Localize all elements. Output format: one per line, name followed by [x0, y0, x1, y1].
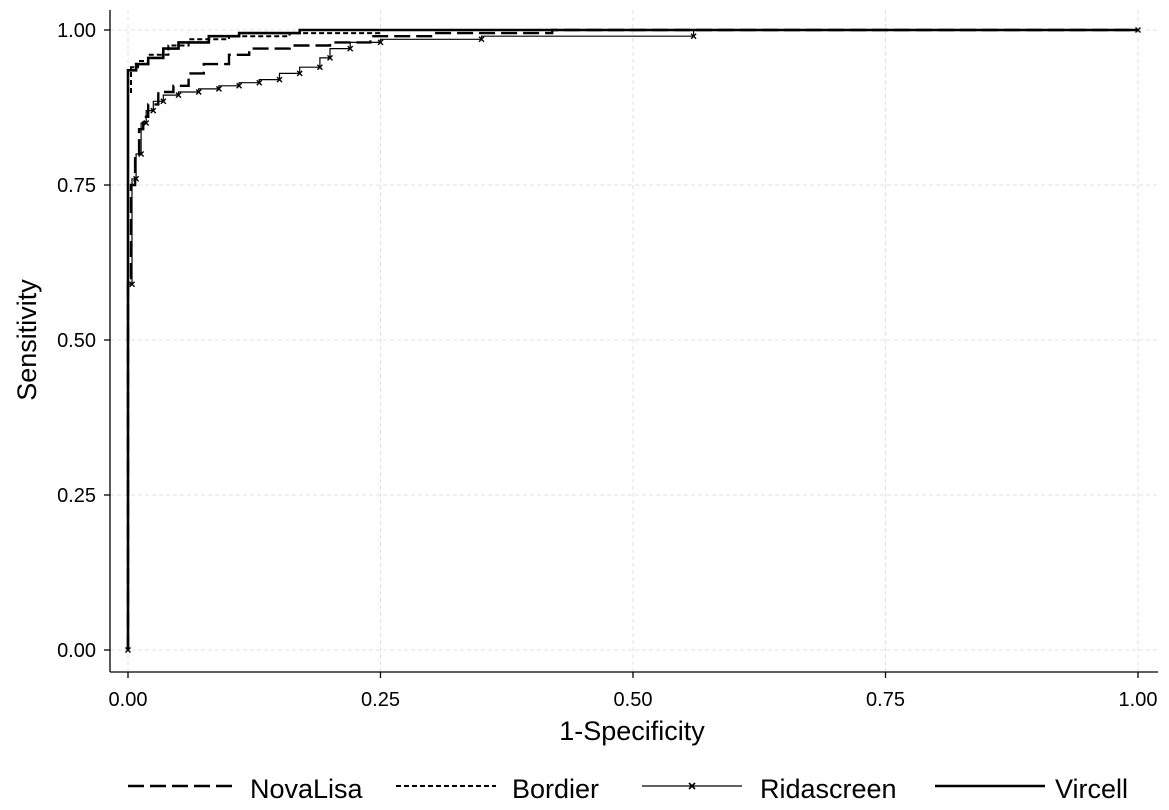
data-point-marker: [160, 98, 167, 105]
data-point-marker: [276, 76, 283, 83]
data-point-marker: [296, 70, 303, 77]
legend-item-bordier: Bordier: [396, 774, 599, 804]
data-point-marker: [133, 175, 140, 182]
legend-item-ridascreen: Ridascreen: [642, 774, 897, 804]
axes: [109, 10, 1158, 673]
x-tick-label: 0.50: [614, 689, 653, 711]
data-point-marker: [138, 151, 145, 157]
data-point-marker: [377, 39, 384, 46]
legend-item-novalisa: NovaLisa: [128, 774, 364, 804]
x-tick-label: 0.25: [361, 689, 400, 711]
data-point-marker: [256, 79, 263, 86]
data-point-marker: [175, 92, 182, 99]
legend-label: NovaLisa: [250, 774, 364, 804]
series-line-vircell: [126, 28, 1138, 650]
legend: NovaLisa Bordier Ridascreen Vircell: [128, 774, 1128, 804]
data-point-marker: [236, 82, 243, 89]
legend-label: Bordier: [512, 774, 599, 804]
y-axis-title: Sensitivity: [12, 279, 42, 401]
x-tick-label: 0.00: [109, 689, 148, 711]
legend-label: Vircell: [1055, 774, 1128, 804]
ticks: 0.00 0.25 0.50 0.75 1.00 0.00 0.25 0.50 0.75 1.00: [57, 20, 1157, 711]
data-point-marker: [478, 36, 485, 43]
series-group: [125, 27, 1141, 653]
x-tick-label: 0.75: [866, 689, 905, 711]
legend-label: Ridascreen: [760, 774, 897, 804]
x-tick-label: 1.00: [1119, 689, 1158, 711]
data-point-marker: [215, 85, 222, 92]
y-tick-label: 0.50: [57, 330, 96, 352]
legend-marker: [688, 782, 696, 790]
y-tick-label: 0.75: [57, 175, 96, 197]
data-point-marker: [327, 54, 333, 61]
data-point-marker: [150, 107, 157, 114]
legend-item-vircell: Vircell: [935, 774, 1128, 804]
x-axis-title: 1-Specificity: [559, 716, 705, 746]
y-tick-label: 0.25: [57, 485, 96, 507]
y-tick-label: 0.00: [57, 640, 96, 662]
y-tick-label: 1.00: [57, 20, 96, 42]
data-point-marker: [129, 281, 136, 288]
grid-lines: [110, 10, 1158, 672]
data-point-marker: [195, 89, 202, 95]
data-point-marker: [347, 45, 354, 52]
data-point-marker: [316, 64, 323, 71]
data-point-marker: [690, 33, 697, 40]
data-point-marker: [143, 120, 150, 126]
